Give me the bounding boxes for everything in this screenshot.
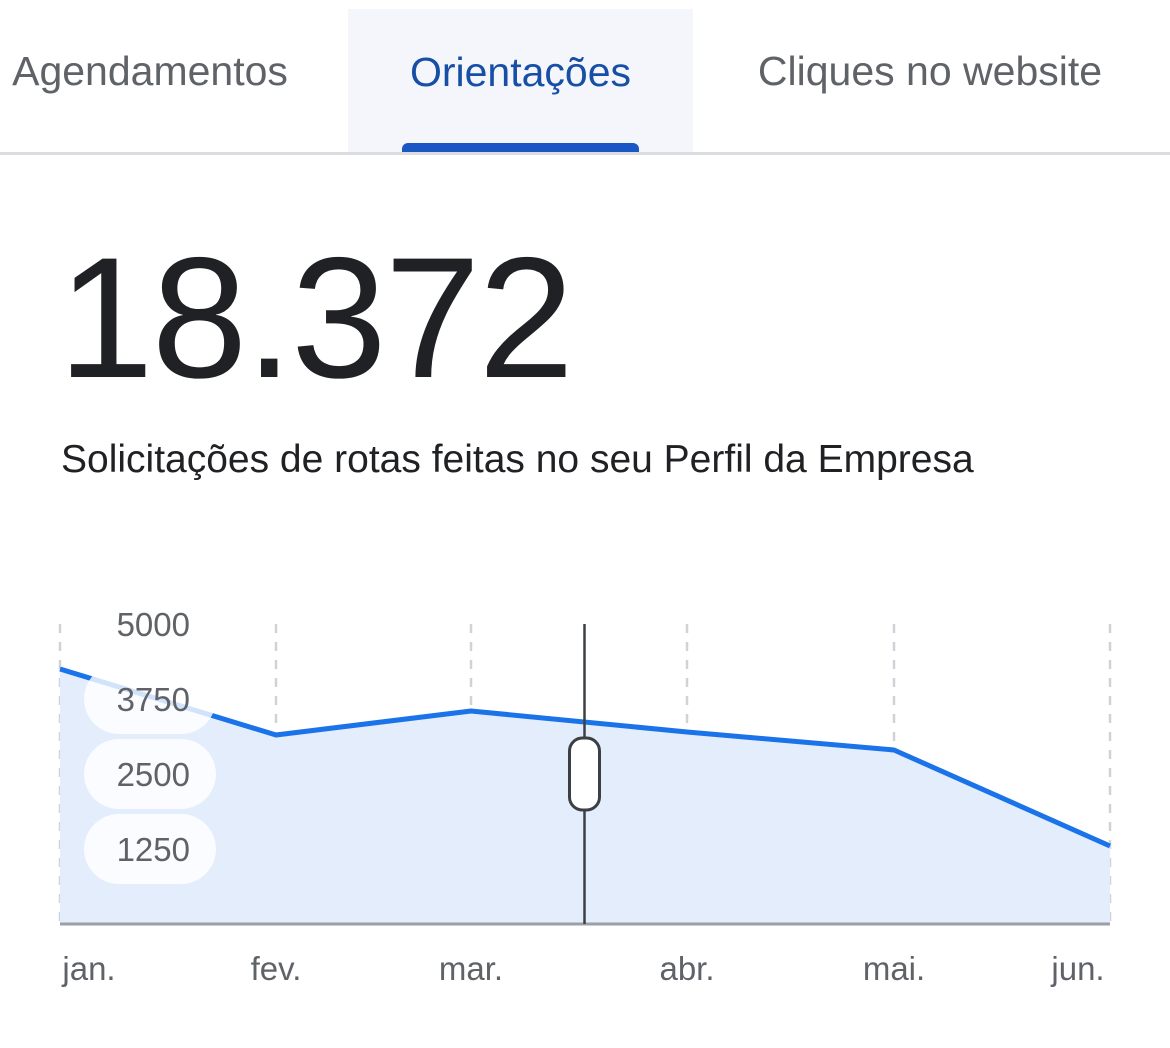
x-tick-mar: mar. [439, 950, 503, 987]
x-tick-jun: jun. [1050, 950, 1104, 987]
y-tick-label: 5000 [117, 606, 190, 643]
y-tick-label: 2500 [117, 756, 190, 793]
directions-chart[interactable]: 5000 3750 2500 1250 jan. fev. mar. abr. mai. jun… [0, 580, 1170, 1020]
tab-bar: Agendamentos Orientações Cliques no webs… [0, 0, 1170, 155]
x-tick-mai: mai. [863, 950, 925, 987]
metric-description: Solicitações de rotas feitas no seu Perf… [61, 438, 974, 481]
y-tick-5000: 5000 [117, 606, 190, 643]
y-tick-label: 1250 [117, 831, 190, 868]
y-tick-2500: 2500 [84, 739, 216, 809]
chart-line [59, 666, 1112, 849]
chart-cursor[interactable] [568, 624, 601, 924]
tab-orientacoes-label: Orientações [409, 48, 632, 95]
y-tick-1250: 1250 [84, 814, 216, 884]
cursor-drag-handle[interactable] [568, 736, 601, 812]
tab-cliques-no-website[interactable]: Cliques no website [715, 0, 1145, 152]
y-axis-labels: 5000 3750 2500 1250 [84, 606, 216, 884]
x-tick-fev: fev. [251, 950, 302, 987]
total-count: 18.372 [58, 222, 574, 414]
x-tick-abr: abr. [659, 950, 714, 987]
x-axis-labels: jan. fev. mar. abr. mai. jun. [61, 950, 1104, 987]
active-tab-indicator [402, 143, 639, 152]
tab-orientacoes[interactable]: Orientações [348, 9, 693, 152]
tab-agendamentos-label: Agendamentos [12, 47, 288, 94]
tab-agendamentos[interactable]: Agendamentos [0, 0, 320, 152]
y-tick-3750: 3750 [84, 664, 216, 734]
x-tick-jan: jan. [61, 950, 115, 987]
tab-cliques-label: Cliques no website [757, 47, 1103, 94]
y-tick-label: 3750 [117, 681, 190, 718]
